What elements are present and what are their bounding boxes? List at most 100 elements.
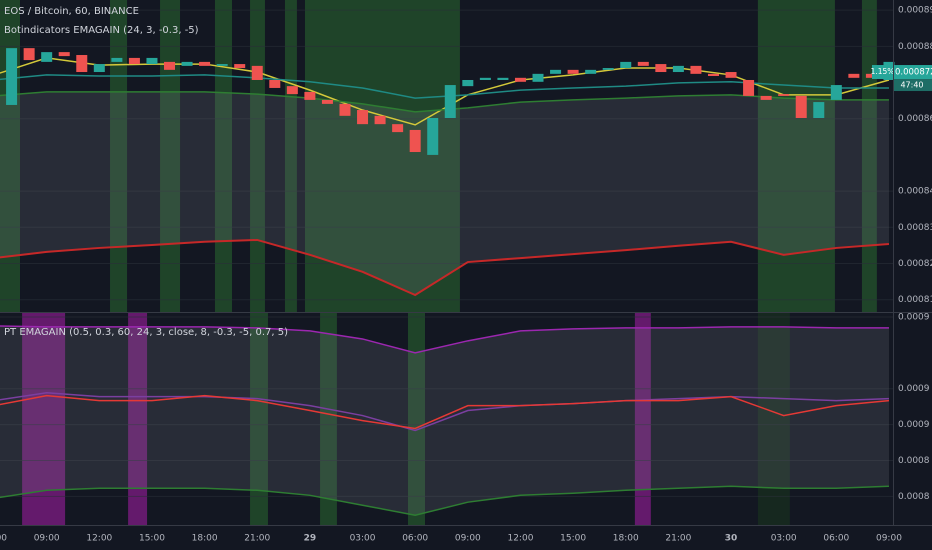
signal-highlight	[407, 313, 426, 525]
candle-body	[760, 95, 772, 100]
signal-highlight	[128, 313, 148, 525]
y-tick-label: 0.0009	[898, 384, 930, 394]
candle-body	[479, 77, 491, 80]
price-badge	[893, 65, 932, 80]
x-tick-label: 21:00	[665, 534, 691, 544]
candle-body	[111, 57, 123, 62]
x-tick-label: 12:00	[507, 534, 533, 544]
price-badge-label: 0.0008729	[895, 68, 932, 78]
candle-body	[672, 65, 684, 73]
x-tick-label: 06:00	[0, 534, 7, 544]
change-label: 1.15%	[871, 67, 895, 76]
x-tick-label: 18:00	[192, 534, 218, 544]
chart-title: EOS / Bitcoin, 60, BINANCE	[4, 6, 139, 17]
y-tick-label: 0.0008800	[898, 42, 932, 52]
indicator-line	[0, 391, 889, 432]
y-tick-label: 0.0008200	[898, 259, 932, 269]
candle-body	[848, 73, 860, 78]
band-fill	[0, 91, 889, 295]
pane	[0, 0, 895, 312]
y-tick-label: 0.0008400	[898, 187, 932, 197]
candle-body	[41, 52, 53, 62]
candle-body	[23, 48, 35, 61]
x-tick-label: 15:00	[560, 534, 586, 544]
x-tick-label: 29	[304, 534, 317, 544]
candle-body	[532, 73, 544, 82]
candle-body	[199, 61, 211, 66]
y-tick-label: 0.0008	[898, 456, 930, 466]
signal-highlight	[320, 313, 337, 525]
x-tick-label: 06:00	[823, 534, 849, 544]
candle-body	[514, 77, 526, 82]
x-tick-label: 06:00	[402, 534, 428, 544]
candle-body	[304, 91, 316, 100]
x-tick-label: 03:00	[350, 534, 376, 544]
signal-highlight	[634, 313, 651, 525]
indicator-legend: Botindicators EMAGAIN (24, 3, -0.3, -5)	[4, 25, 199, 36]
x-tick-label: 18:00	[613, 534, 639, 544]
indicator-line	[0, 394, 890, 430]
indicator-line	[0, 91, 889, 113]
candle-body	[58, 52, 70, 57]
candle-body	[830, 85, 842, 100]
candle-body	[181, 61, 193, 66]
candle-body	[497, 77, 509, 80]
candle-body	[128, 57, 140, 65]
candle-body	[409, 129, 421, 153]
indicator-line	[0, 238, 890, 297]
signal-highlight	[250, 313, 268, 525]
y-tick-label: 0.0009	[898, 420, 930, 430]
candle-body	[339, 103, 351, 116]
x-tick-label: 15:00	[139, 534, 165, 544]
candle-body	[374, 115, 386, 125]
candle-body	[164, 61, 176, 70]
candle-body	[216, 64, 228, 66]
candle-body	[76, 55, 88, 73]
x-tick-label: 09:00	[34, 534, 60, 544]
change-badge	[872, 65, 893, 80]
candle-body	[234, 64, 246, 69]
candle-body	[743, 79, 755, 96]
signal-highlight	[284, 0, 297, 312]
band-fill	[0, 326, 889, 516]
x-tick-label: 30	[725, 534, 738, 544]
countdown-label: 47:40	[900, 81, 923, 90]
candle-body	[602, 68, 614, 70]
candle-body	[444, 85, 456, 118]
candle-body	[813, 102, 825, 118]
pane	[0, 313, 893, 525]
x-tick-label: 09:00	[876, 534, 902, 544]
indicator-line	[0, 325, 889, 354]
indicator-line	[0, 74, 889, 99]
candle-body	[690, 65, 702, 74]
candle-body	[620, 61, 632, 69]
candle-body	[462, 79, 474, 87]
candle-body	[251, 65, 263, 80]
candle-body	[865, 73, 877, 78]
candle-body	[392, 124, 404, 133]
signal-highlight	[757, 313, 790, 525]
y-tick-label: 0.0008100	[898, 295, 932, 305]
signal-highlight	[110, 0, 128, 312]
candle-body	[795, 95, 807, 118]
countdown-badge	[893, 79, 932, 92]
candle-body	[321, 99, 333, 104]
indicator-line	[0, 485, 889, 517]
candle-body	[637, 61, 649, 66]
candle-body	[778, 94, 790, 96]
indicator-legend: PT EMAGAIN (0.5, 0.3, 60, 24, 3, close, …	[4, 327, 288, 338]
candle-body	[357, 110, 369, 125]
y-tick-label: 0.0008600	[898, 114, 932, 124]
y-tick-label: 0.0009	[898, 313, 930, 323]
candle-body	[146, 57, 158, 65]
candle-body	[427, 117, 439, 155]
candle-body	[655, 64, 667, 73]
signal-highlight	[304, 0, 460, 312]
x-tick-label: 03:00	[771, 534, 797, 544]
candle-body	[93, 64, 105, 73]
signal-highlight	[160, 0, 181, 312]
candle-body	[269, 79, 281, 88]
candle-body	[6, 48, 18, 105]
candle-body	[585, 69, 597, 74]
